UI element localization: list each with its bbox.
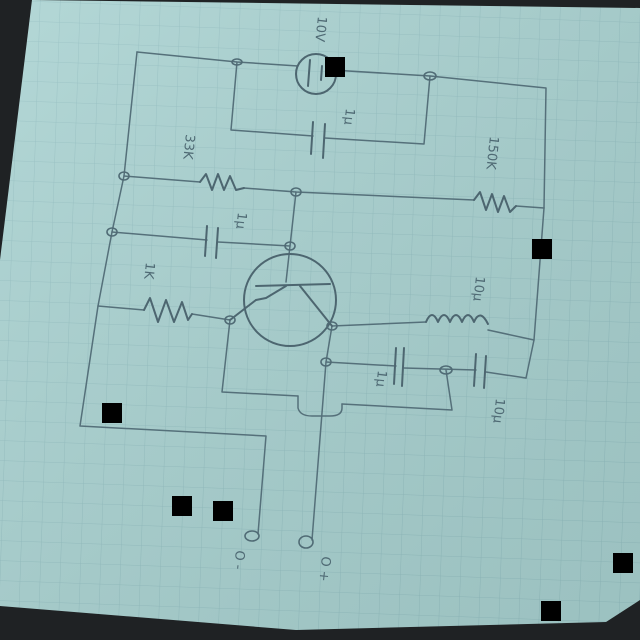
wire-left-top: [123, 51, 138, 177]
capacitor-out1-plate-a: [393, 347, 397, 385]
occlusion-mask: [172, 496, 192, 516]
junction-dot: [284, 241, 296, 251]
junction-dot: [439, 365, 453, 375]
wire-cap-return: [341, 369, 453, 411]
junction-dot: [320, 357, 332, 367]
junction-dot: [231, 58, 243, 66]
wire-top-right: [331, 69, 547, 209]
terminal-minus-circle: [244, 530, 260, 542]
capacitor-mid-plate-b: [215, 227, 219, 259]
label-battery: 10V: [311, 16, 329, 43]
label-cap-top: 1μ: [340, 108, 357, 126]
label-33k: 33K: [179, 134, 197, 161]
capacitor-top-plate-b: [322, 123, 326, 159]
occlusion-mask: [532, 239, 552, 259]
capacitor-out1-plate-b: [401, 347, 405, 387]
occlusion-mask: [613, 553, 633, 573]
capacitor-top-plate-a: [310, 121, 314, 155]
transistor-base-bar: [255, 283, 331, 287]
wire-cap-top-branch: [230, 61, 431, 145]
label-cap-out1: 1μ: [372, 370, 389, 388]
wire-left-rail: [79, 175, 267, 535]
wire-base-bottom: [221, 319, 299, 397]
label-1k: 1K: [140, 262, 157, 281]
capacitor-out2-plate-a: [473, 353, 477, 387]
label-cap-mid: 1μ: [232, 212, 249, 230]
wire-vertical-collector: [285, 191, 297, 283]
wire-1k-branch: [97, 305, 231, 321]
label-150k: 150K: [482, 136, 500, 171]
capacitor-out2-plate-b: [483, 355, 487, 389]
label-terminal-plus: O +: [315, 556, 333, 583]
occlusion-mask: [541, 601, 561, 621]
battery-plate-short: [320, 65, 323, 81]
transistor-circle: [243, 253, 337, 347]
occlusion-mask: [213, 501, 233, 521]
occlusion-mask: [102, 403, 122, 423]
junction-dot: [326, 321, 338, 331]
transistor-collector-leg: [255, 285, 287, 301]
junction-dot: [423, 71, 437, 81]
wire-inductor-branch: [331, 321, 535, 341]
terminal-plus-circle: [298, 535, 314, 549]
junction-dot: [106, 227, 118, 237]
transistor-base-lead: [229, 299, 257, 321]
resistor-33k: [199, 173, 245, 191]
occlusion-mask: [325, 57, 345, 77]
junction-dot: [290, 187, 302, 197]
resistor-150k: [473, 191, 517, 213]
wire-emitter-down: [311, 325, 333, 541]
transistor-emitter-leg: [299, 285, 333, 327]
capacitor-mid-plate-a: [204, 225, 208, 257]
battery-plate-long: [307, 59, 311, 87]
wire-crossover: [297, 395, 343, 417]
junction-dot: [118, 171, 130, 181]
junction-dot: [224, 315, 236, 325]
label-terminal-minus: O -: [230, 550, 247, 571]
label-inductor: 10μ: [469, 276, 487, 302]
inductor-10u: [425, 314, 489, 325]
resistor-1k: [143, 297, 193, 323]
label-cap-out2: 10μ: [489, 398, 507, 424]
wire-third-rail: [111, 231, 291, 247]
